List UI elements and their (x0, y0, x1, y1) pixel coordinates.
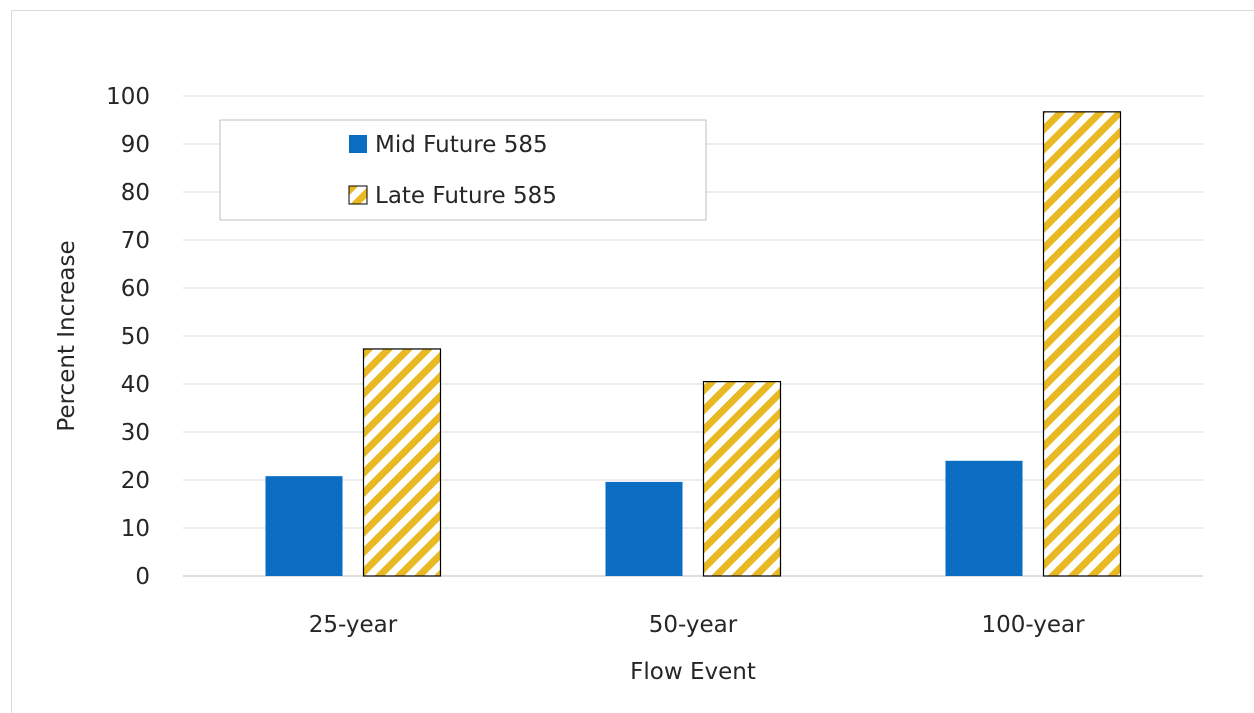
bars (265, 111, 1122, 577)
y-tick-label: 10 (121, 516, 150, 542)
y-tick-label: 20 (121, 468, 150, 494)
bar-mid-future-50-year (605, 481, 683, 576)
y-tick-label: 100 (106, 84, 150, 110)
x-tick-label: 25-year (309, 612, 398, 638)
legend-swatch-mid-future (349, 135, 367, 153)
bar-late-future-100-year (1042, 111, 1122, 577)
y-tick-label: 60 (121, 276, 150, 302)
legend-label-mid-future: Mid Future 585 (375, 132, 548, 158)
y-tick-label: 70 (121, 228, 150, 254)
y-axis-title: Percent Increase (54, 240, 80, 431)
x-tick-label: 50-year (649, 612, 738, 638)
y-tick-label: 80 (121, 180, 150, 206)
legend-swatch-late-future (348, 185, 368, 205)
y-tick-label: 50 (121, 324, 150, 350)
x-axis-tick-labels: 25-year 50-year 100-year (309, 612, 1085, 638)
y-tick-label: 40 (121, 372, 150, 398)
y-axis-tick-labels: 0 10 20 30 40 50 60 70 80 90 100 (106, 84, 150, 590)
y-tick-label: 30 (121, 420, 150, 446)
bar-mid-future-100-year (945, 460, 1023, 576)
bar-late-future-50-year (702, 381, 782, 577)
y-tick-label: 0 (135, 564, 150, 590)
y-tick-label: 90 (121, 132, 150, 158)
legend-label-late-future: Late Future 585 (375, 183, 557, 209)
x-tick-label: 100-year (981, 612, 1085, 638)
bar-late-future-25-year (362, 348, 442, 577)
x-axis-title: Flow Event (630, 659, 756, 685)
legend: Mid Future 585 Late Future 585 (219, 119, 707, 221)
legend-box (219, 119, 707, 221)
bar-mid-future-25-year (265, 476, 343, 576)
chart-frame (11, 10, 1254, 713)
